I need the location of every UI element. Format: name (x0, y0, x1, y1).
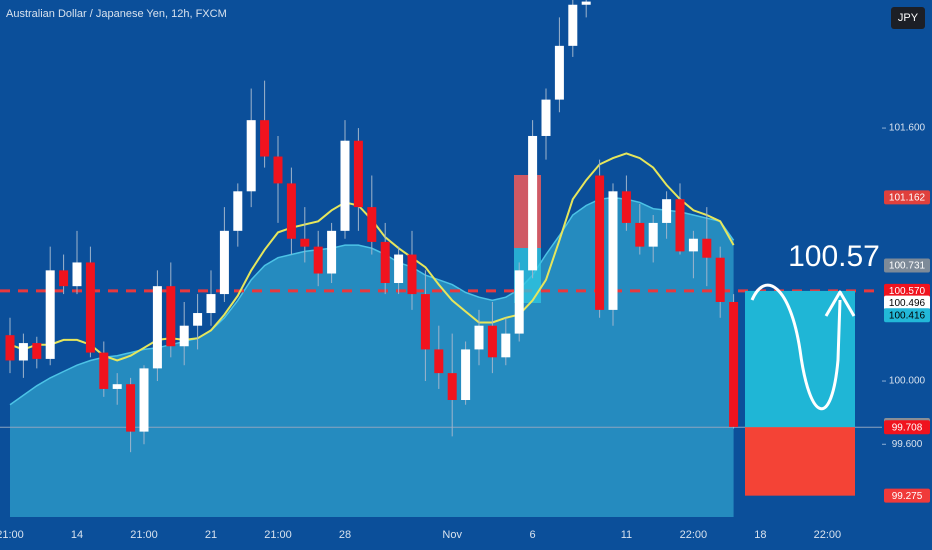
price-label-box (884, 283, 930, 298)
candle-body (487, 325, 497, 358)
price-label-box (884, 488, 930, 503)
candle-body (554, 45, 564, 100)
price-label: 99.275 (892, 491, 923, 502)
price-label-box (884, 190, 930, 205)
candle-body (581, 1, 591, 5)
candle-body (688, 238, 698, 252)
candle-body (32, 343, 42, 359)
price-label-box (884, 258, 930, 273)
x-tick-label: Nov (442, 529, 462, 541)
x-tick-label: 11 (621, 529, 632, 541)
candle-body (541, 99, 551, 136)
candle-body (729, 301, 739, 427)
price-label: 100.496 (889, 298, 926, 309)
x-tick-label: 22:00 (814, 529, 842, 541)
area (10, 197, 734, 517)
candle-body (72, 262, 82, 287)
candle-body (139, 368, 149, 432)
candle-body (715, 257, 725, 302)
x-tick-label: 21:00 (264, 529, 292, 541)
candle-body (152, 286, 162, 369)
candle-body (514, 270, 524, 334)
candle-body (286, 183, 296, 239)
candle-body (501, 333, 511, 358)
candles-layer (5, 0, 739, 453)
x-tick-label: 6 (530, 529, 536, 541)
candle-body (99, 352, 109, 389)
candle-body (166, 286, 176, 347)
x-tick-label: 18 (754, 529, 766, 541)
stop-zone (745, 427, 855, 496)
annotation: 100.57 (788, 240, 880, 273)
currency-button[interactable] (891, 7, 925, 29)
candle-body (394, 254, 404, 284)
candle-body (313, 246, 323, 274)
price-label: 100.570 (889, 286, 926, 297)
y-tick-label: 99.600 (892, 439, 923, 450)
candle-body (648, 222, 658, 247)
chart-title: Australian Dollar / Japanese Yen, 12h, F… (6, 8, 227, 20)
y-tick-label: 101.600 (889, 123, 926, 134)
candle-body (246, 120, 256, 192)
candle-body (662, 199, 672, 223)
candle-body (568, 4, 578, 46)
candle-body (621, 191, 631, 223)
candle-body (447, 373, 457, 401)
candle-body (461, 349, 471, 401)
candle-body (327, 230, 337, 274)
candle-body (5, 335, 15, 361)
candle-body (193, 313, 203, 326)
x-tick-label: 21 (205, 529, 217, 541)
candle-body (353, 140, 363, 208)
forecast-curve (750, 283, 842, 411)
candle-body (595, 175, 605, 310)
candle-body (407, 254, 417, 295)
y-tick-label: 100.000 (889, 376, 926, 387)
candle-body (233, 191, 243, 231)
candle-body (380, 241, 390, 284)
price-label: 99.708 (892, 422, 923, 433)
candle-body (112, 384, 122, 389)
x-tick-label: 14 (71, 529, 83, 541)
x-tick-label: 21:00 (130, 529, 158, 541)
candle-body (675, 199, 685, 252)
currency-label: JPY (898, 12, 919, 24)
axis-layer: 99.600 100.000 101.600 21:00 14 21:00 21 21:00 2… (0, 123, 930, 541)
candle-body (206, 294, 216, 314)
candle-body (528, 135, 538, 271)
forecast-arrowhead (824, 290, 856, 317)
candle-body (420, 294, 430, 350)
candle-body (45, 270, 55, 359)
price-label: 101.162 (889, 192, 926, 203)
x-tick-label: 22:00 (680, 529, 708, 541)
price-label: 100.416 (889, 310, 926, 321)
candle-body (608, 191, 618, 310)
candle-body (59, 270, 69, 287)
candle-body (260, 120, 270, 157)
candle-body (635, 222, 645, 247)
candle-body (85, 262, 95, 353)
candle-body (18, 343, 28, 361)
candle-body (300, 238, 310, 247)
price-label-box (884, 308, 930, 323)
candle-body (273, 156, 283, 184)
candle-body (702, 238, 712, 258)
candle-body (367, 207, 377, 242)
price-label-box (884, 295, 930, 310)
x-tick-label: 21:00 (0, 529, 24, 541)
candle-body (340, 140, 350, 231)
price-label: 100.731 (889, 261, 926, 272)
candle-body (434, 349, 444, 374)
candle-body (179, 325, 189, 347)
candle-body (219, 230, 229, 295)
candle-body (474, 325, 484, 350)
x-tick-label: 28 (339, 529, 351, 541)
candle-body (126, 384, 136, 432)
price-label-box (884, 420, 930, 435)
